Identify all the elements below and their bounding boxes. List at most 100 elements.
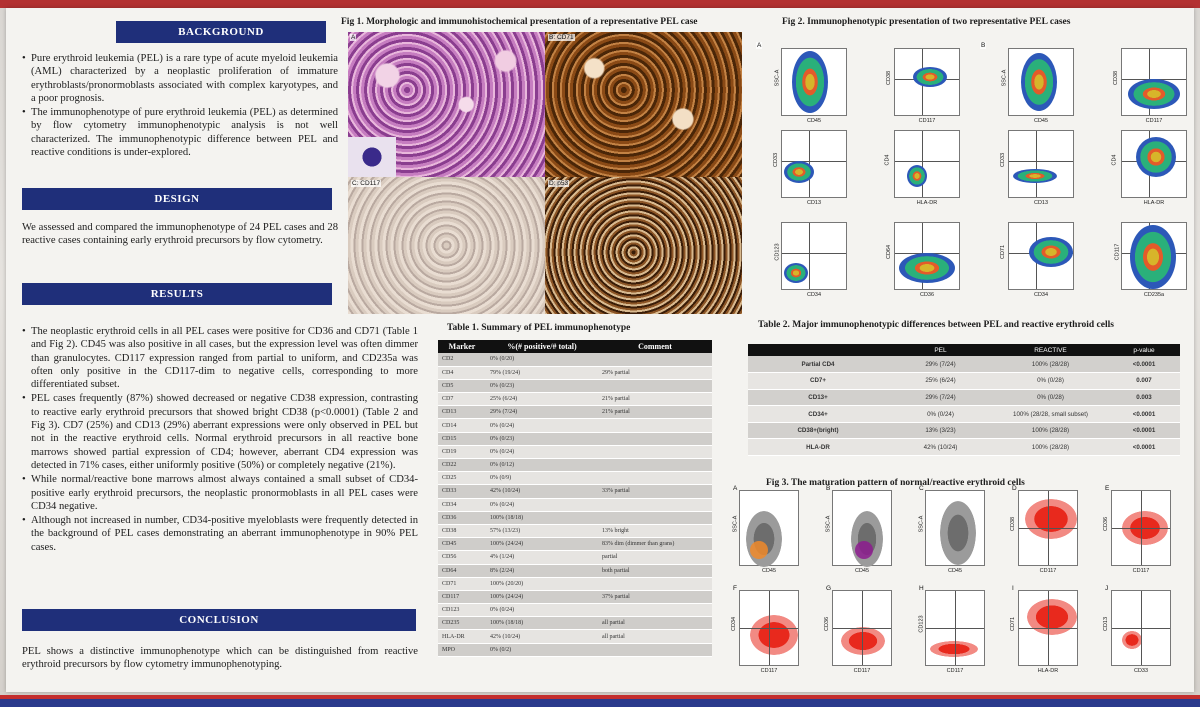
table-cell: CD19 <box>438 445 486 460</box>
fig2-scatter-plot: CD13 CD33 <box>773 130 847 206</box>
table-row: CD22 0% (0/12) <box>438 458 712 473</box>
table-cell: 0.007 <box>1108 372 1180 390</box>
gate-line-horizontal <box>1112 628 1170 629</box>
cell-population <box>913 67 947 87</box>
table-cell: CD235 <box>438 616 486 631</box>
cell-population <box>784 161 814 183</box>
table-cell: HLA-DR <box>438 629 486 644</box>
cell-population <box>1021 53 1057 111</box>
table-cell: all partial <box>598 616 712 631</box>
x-axis-label: CD117 <box>853 668 871 674</box>
gate-line-horizontal <box>926 628 984 629</box>
y-axis-label: CD64 <box>886 245 893 260</box>
table-row: Partial CD4 29% (7/24) 100% (28/28) <0.0001 <box>748 356 1180 374</box>
table-cell: CD71 <box>438 577 486 591</box>
table-cell: MPO <box>438 643 486 657</box>
y-axis-label: CD38 <box>1113 71 1120 86</box>
x-axis-label: CD45 <box>947 568 963 574</box>
table-cell: HLA-DR <box>748 438 888 457</box>
table-cell: CD64 <box>438 564 486 578</box>
table-cell: 0% (0/20) <box>486 353 598 367</box>
table-cell: 0% (0/24) <box>888 405 993 423</box>
x-axis-label: CD45 <box>1033 118 1049 124</box>
table-row: CD7 25% (6/24) 21% partial <box>438 392 712 407</box>
fig1-label-b: B: CD71 <box>548 34 575 41</box>
bottom-stripe <box>0 695 1200 707</box>
table-row: CD4 79% (19/24) 29% partial <box>438 366 712 380</box>
table-row: CD19 0% (0/24) <box>438 445 712 460</box>
table-cell: 37% partial <box>598 590 712 605</box>
x-axis-label: CD34 <box>1033 292 1049 298</box>
y-axis-label: CD38 <box>886 71 893 86</box>
panel-letter: B <box>826 485 831 492</box>
y-axis-label: SSC-A <box>1001 69 1008 87</box>
table1-header: Marker <box>438 340 486 353</box>
fig2-scatter-plot: CD36 CD64 <box>886 222 960 298</box>
fig3-scatter-plot: A CD45 SSC-A <box>732 485 799 574</box>
table-cell: CD36 <box>438 511 486 525</box>
table-cell: CD117 <box>438 590 486 605</box>
fig2-scatter-plot: HLA-DR CD4 <box>1112 130 1187 206</box>
fig2-scatter-plot: CD117 CD38 <box>1113 48 1187 124</box>
table-cell: CD45 <box>438 537 486 552</box>
table-cell <box>598 577 712 591</box>
table2: PEL REACTIVE p-value Partial CD4 29% (7/2… <box>748 344 1180 457</box>
x-axis-label: CD13 <box>806 200 822 206</box>
fig3-scatter-plot: C CD45 SSC-A <box>918 485 985 574</box>
table-cell: 42% (10/24) <box>486 629 598 644</box>
fig2-scatter-plot: HLA-DR CD4 <box>885 130 960 206</box>
conclusion-text: PEL shows a distinctive immunophenotype … <box>22 646 418 671</box>
panel-letter: F <box>733 585 737 592</box>
conclusion-header: CONCLUSION <box>22 609 416 631</box>
x-axis-label: HLA-DR <box>916 200 938 206</box>
table-cell <box>598 445 712 460</box>
table-cell: 0% (0/23) <box>486 379 598 394</box>
fig1-panel-cd117: C: CD117 <box>348 177 545 314</box>
fig3-caption: Fig 3. The maturation pattern of normal/… <box>766 478 1025 488</box>
x-axis-label: HLA-DR <box>1037 668 1059 674</box>
table-cell: 33% partial <box>598 484 712 499</box>
table-cell: 100% (28/28) <box>993 422 1108 440</box>
panel-letter: E <box>1105 485 1110 492</box>
fig2-scatter-plot: CD235a CD117 <box>1114 222 1187 298</box>
table-row: CD33 42% (10/24) 33% partial <box>438 484 712 499</box>
table-cell <box>598 471 712 486</box>
table-cell: 0% (0/28) <box>993 389 1108 407</box>
table-cell: <0.0001 <box>1108 405 1180 423</box>
table-row: HLA-DR 42% (10/24) 100% (28/28) <0.0001 <box>748 438 1180 457</box>
y-axis-label: CD36 <box>824 616 831 631</box>
x-axis-label: CD117 <box>946 668 964 674</box>
x-axis-label: CD235a <box>1143 292 1165 298</box>
x-axis-label: CD117 <box>918 118 936 124</box>
table-cell <box>598 379 712 394</box>
gate-line-horizontal <box>895 160 959 162</box>
fig2-scatter-plot: CD34 CD71 <box>1000 222 1074 298</box>
fig3-scatter-plot: J CD33 CD13 <box>1103 585 1171 674</box>
table-cell <box>598 418 712 433</box>
table-row: CD34+ 0% (0/24) 100% (28/28, small subset)… <box>748 405 1180 423</box>
table-row: CD2 0% (0/20) <box>438 353 712 367</box>
y-axis-label: CD38 <box>1010 516 1017 531</box>
table-cell: CD56 <box>438 550 486 565</box>
table1-body: CD2 0% (0/20) CD4 79% (19/24) 29% partial CD5… <box>438 353 712 657</box>
table-cell: partial <box>598 550 712 565</box>
y-axis-label: SSC-A <box>732 515 739 532</box>
fig3-scatter-plot: D CD117 CD38 <box>1010 485 1078 574</box>
table-cell: CD7+ <box>748 372 888 390</box>
panel-letter: D <box>1012 485 1017 492</box>
table-cell: 0% (0/12) <box>486 458 598 473</box>
results-text: The neoplastic erythroid cells in all PE… <box>22 325 418 555</box>
table-cell: CD123 <box>438 603 486 618</box>
table-cell: CD34+ <box>748 405 888 423</box>
x-axis-label: CD36 <box>919 292 935 298</box>
y-axis-label: CD4 <box>884 154 891 166</box>
table-cell: 0% (0/2) <box>486 643 598 657</box>
table-row: CD25 0% (0/9) <box>438 471 712 486</box>
table-cell: 42% (10/24) <box>888 438 993 457</box>
gate-line-horizontal <box>1019 628 1077 629</box>
x-axis-label: CD117 <box>760 668 778 674</box>
fig1-label-a: A <box>350 34 357 41</box>
table-cell: CD14 <box>438 418 486 433</box>
table1-header: Comment <box>598 340 712 353</box>
